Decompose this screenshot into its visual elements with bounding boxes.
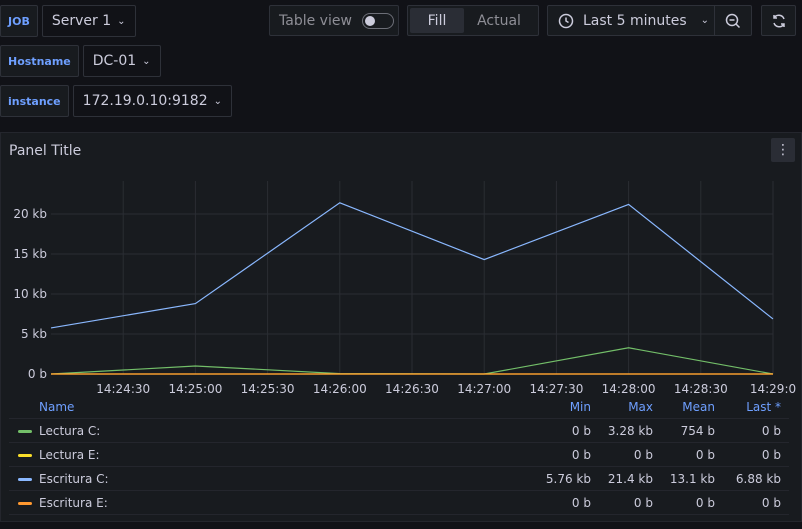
zoom-out-button[interactable]	[715, 6, 751, 35]
x-tick-label: 14:24:30	[96, 382, 150, 395]
legend-header-max[interactable]: Max	[628, 399, 653, 414]
x-tick-label: 14:28:00	[602, 382, 656, 395]
var-select-hostname[interactable]: DC-01 ⌄	[82, 45, 161, 77]
x-tick-label: 14:26:00	[313, 382, 367, 395]
var-select-instance[interactable]: 172.19.0.10:9182 ⌄	[72, 85, 233, 117]
panel-title: Panel Title	[9, 143, 82, 159]
var-row-job: JOB Server 1 ⌄	[0, 5, 136, 37]
x-tick-label: 14:27:30	[529, 382, 583, 395]
var-row-hostname: Hostname DC-01 ⌄	[0, 45, 161, 77]
var-label-job: JOB	[0, 5, 38, 37]
legend-row[interactable]: Lectura C: 0 b 3.28 kb 754 b 0 b	[9, 419, 789, 443]
legend-header-last[interactable]: Last *	[746, 399, 781, 414]
legend-max: 0 b	[633, 495, 653, 510]
x-tick-label: 14:26:30	[385, 382, 439, 395]
chart-grid	[51, 181, 774, 375]
chevron-down-icon: ⌄	[213, 95, 223, 107]
panel-menu-button[interactable]: ⋮	[771, 138, 795, 162]
legend-mean: 754 b	[680, 423, 715, 438]
y-tick-label: 0 b	[28, 367, 47, 381]
y-tick-label: 5 kb	[21, 327, 47, 341]
legend-table: Name Min Max Mean Last * Lectura C: 0 b …	[9, 395, 789, 515]
x-tick-label: 14:28:30	[674, 382, 728, 395]
x-tick-label: 14:25:00	[168, 382, 222, 395]
y-tick-label: 10 kb	[13, 287, 47, 301]
legend-row[interactable]: Escritura E: 0 b 0 b 0 b 0 b	[9, 491, 789, 515]
legend-header: Name Min Max Mean Last *	[9, 395, 789, 419]
legend-mean: 13.1 kb	[669, 471, 715, 486]
table-view-label: Table view	[279, 12, 352, 29]
series-swatch-lectura-c	[18, 429, 32, 433]
legend-header-name[interactable]: Name	[39, 399, 75, 414]
legend-series-name: Lectura C:	[39, 423, 101, 438]
legend-mean: 0 b	[695, 447, 715, 462]
legend-max: 21.4 kb	[607, 471, 653, 486]
series-swatch-escritura-e	[18, 501, 32, 505]
legend-last: 0 b	[761, 495, 781, 510]
legend-last: 0 b	[761, 447, 781, 462]
var-label-instance: instance	[0, 85, 69, 117]
chart-series	[50, 202, 774, 375]
legend-min: 0 b	[571, 495, 591, 510]
legend-row[interactable]: Escritura C: 5.76 kb 21.4 kb 13.1 kb 6.8…	[9, 467, 789, 491]
var-row-instance: instance 172.19.0.10:9182 ⌄	[0, 85, 233, 117]
legend-row[interactable]: Lectura E: 0 b 0 b 0 b 0 b	[9, 443, 789, 467]
actual-option[interactable]: Actual	[477, 12, 521, 29]
table-view-toggle[interactable]: Table view	[269, 5, 399, 36]
x-tick-label: 14:25:30	[241, 382, 295, 395]
legend-min: 0 b	[571, 447, 591, 462]
chevron-down-icon: ⌄	[117, 15, 126, 27]
legend-header-min[interactable]: Min	[569, 399, 591, 414]
x-axis-ticks: 14:24:30 14:25:00 14:25:30 14:26:00 14:26:30…	[96, 382, 796, 395]
time-range-picker: Last 5 minutes ⌄	[547, 5, 752, 36]
chevron-down-icon: ⌄	[142, 55, 151, 67]
legend-series-name: Lectura E:	[39, 447, 100, 462]
toggle-switch[interactable]	[361, 12, 394, 29]
legend-max: 0 b	[633, 447, 653, 462]
x-tick-label: 14:29:0	[750, 382, 796, 395]
x-tick-label: 14:27:00	[457, 382, 511, 395]
legend-min: 5.76 kb	[545, 471, 591, 486]
series-swatch-lectura-e	[18, 453, 32, 457]
legend-last: 6.88 kb	[735, 471, 781, 486]
series-line-escritura-c	[50, 202, 774, 329]
fill-actual-radio: Fill Actual	[407, 5, 539, 36]
kebab-menu-icon: ⋮	[776, 142, 790, 158]
chevron-down-icon: ⌄	[700, 15, 710, 26]
clock-icon	[558, 13, 574, 28]
refresh-icon	[772, 13, 785, 28]
var-value-instance: 172.19.0.10:9182	[82, 93, 208, 109]
legend-series-name: Escritura E:	[39, 495, 108, 510]
legend-mean: 0 b	[695, 495, 715, 510]
var-label-hostname: Hostname	[0, 45, 79, 77]
legend-last: 0 b	[761, 423, 781, 438]
legend-max: 3.28 kb	[607, 423, 653, 438]
refresh-button[interactable]	[761, 5, 796, 36]
var-value-hostname: DC-01	[92, 53, 137, 69]
legend-series-name: Escritura C:	[39, 471, 109, 486]
var-value-job: Server 1	[51, 13, 112, 29]
var-select-job[interactable]: Server 1 ⌄	[41, 5, 136, 37]
time-range-label: Last 5 minutes	[583, 12, 687, 29]
y-axis-ticks: 0 b 5 kb 10 kb 15 kb 20 kb	[13, 207, 47, 381]
y-tick-label: 15 kb	[13, 247, 47, 261]
zoom-out-icon	[725, 13, 741, 28]
y-tick-label: 20 kb	[13, 207, 47, 221]
legend-min: 0 b	[571, 423, 591, 438]
timeseries-panel: Panel Title ⋮ 0 b 5 kb 10 kb 15 kb 20 kb 14:…	[0, 132, 802, 522]
fill-option[interactable]: Fill	[410, 8, 464, 33]
legend-header-mean[interactable]: Mean	[682, 399, 715, 414]
series-swatch-escritura-c	[18, 477, 32, 481]
time-range-button[interactable]: Last 5 minutes ⌄	[548, 6, 716, 35]
